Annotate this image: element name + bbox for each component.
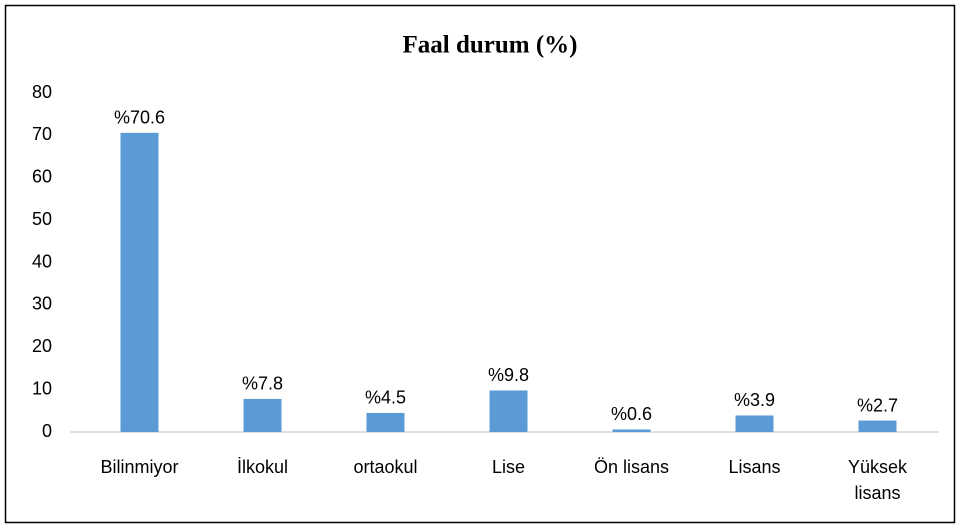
- data-label: %0.6: [611, 404, 652, 424]
- chart-title: Faal durum (%): [403, 32, 578, 59]
- y-tick-label: 40: [32, 251, 52, 271]
- y-tick-label: 60: [32, 167, 52, 187]
- data-label: %9.8: [488, 365, 529, 385]
- bar: [366, 412, 405, 432]
- y-tick-label: 50: [32, 209, 52, 229]
- data-label: %70.6: [114, 108, 165, 128]
- data-label: %2.7: [857, 395, 898, 415]
- y-tick-label: 70: [32, 124, 52, 144]
- chart-frame: [4, 4, 956, 524]
- x-tick-label: Yüksek lisans: [847, 457, 908, 503]
- x-tick-label: Lisans: [728, 457, 781, 477]
- bar: [120, 132, 159, 432]
- bar: [735, 415, 774, 432]
- x-tick-label: ortaokul: [353, 457, 418, 477]
- x-tick-label: Lise: [491, 457, 526, 477]
- data-label: %3.9: [734, 390, 775, 410]
- bar: [243, 398, 282, 432]
- y-tick-label: 10: [32, 378, 52, 398]
- bar: [858, 420, 897, 432]
- y-tick-label: 80: [32, 82, 52, 102]
- bar: [489, 390, 528, 432]
- x-tick-label: Ön lisans: [593, 457, 670, 477]
- x-tick-label: Bilinmiyor: [100, 457, 179, 477]
- bar: [612, 429, 651, 432]
- data-label: %7.8: [242, 374, 283, 394]
- y-tick-label: 0: [42, 421, 52, 441]
- data-label: %4.5: [365, 388, 406, 408]
- y-tick-label: 20: [32, 336, 52, 356]
- y-tick-label: 30: [32, 294, 52, 314]
- x-tick-label: İlkokul: [236, 457, 289, 477]
